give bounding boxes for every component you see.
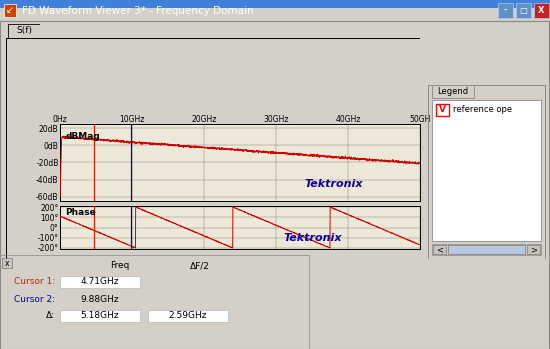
Text: Δ:: Δ: bbox=[46, 312, 55, 320]
Text: -: - bbox=[504, 6, 507, 15]
Text: X: X bbox=[538, 6, 544, 15]
Text: Cursor 1:: Cursor 1: bbox=[14, 277, 55, 287]
Bar bbox=[60, 310, 140, 322]
Bar bbox=[2, 258, 12, 268]
Text: x: x bbox=[5, 259, 9, 267]
Bar bbox=[60, 276, 140, 288]
Bar bbox=[148, 310, 228, 322]
Text: V: V bbox=[439, 105, 446, 114]
Bar bbox=[436, 104, 449, 116]
Text: 9.88GHz: 9.88GHz bbox=[81, 296, 119, 304]
Text: FD Waveform Viewer 3* - Frequency Domain: FD Waveform Viewer 3* - Frequency Domain bbox=[22, 6, 254, 15]
Text: 5.18GHz: 5.18GHz bbox=[81, 312, 119, 320]
Text: □: □ bbox=[520, 6, 527, 15]
Text: 2.59GHz: 2.59GHz bbox=[169, 312, 207, 320]
Bar bbox=[432, 85, 474, 98]
Text: reference ope: reference ope bbox=[453, 105, 512, 114]
Bar bbox=[432, 100, 541, 241]
Text: Freq: Freq bbox=[111, 261, 130, 270]
Bar bbox=[527, 245, 540, 254]
Bar bbox=[516, 3, 531, 18]
Bar bbox=[448, 245, 525, 254]
Text: Phase: Phase bbox=[65, 208, 96, 217]
Bar bbox=[498, 3, 513, 18]
Text: 40GHz: 40GHz bbox=[336, 115, 361, 124]
Text: <: < bbox=[436, 245, 443, 254]
Bar bbox=[432, 244, 541, 255]
Text: Tektronix: Tektronix bbox=[305, 179, 364, 189]
Bar bbox=[433, 245, 446, 254]
Text: ΔF/2: ΔF/2 bbox=[190, 261, 210, 270]
Text: Cursor 2:: Cursor 2: bbox=[14, 296, 55, 304]
Text: 20GHz: 20GHz bbox=[191, 115, 217, 124]
Text: 50GH: 50GH bbox=[409, 115, 431, 124]
Text: 4.71GHz: 4.71GHz bbox=[81, 277, 119, 287]
Bar bbox=[0, 0, 550, 8]
Text: S(f): S(f) bbox=[16, 27, 32, 36]
Text: Tektronix: Tektronix bbox=[283, 233, 342, 243]
Text: dBMag: dBMag bbox=[65, 132, 100, 141]
Text: 10GHz: 10GHz bbox=[119, 115, 145, 124]
Text: 0Hz: 0Hz bbox=[53, 115, 67, 124]
Text: >: > bbox=[530, 245, 537, 254]
Text: 30GHz: 30GHz bbox=[263, 115, 289, 124]
Bar bbox=[4, 4, 16, 17]
Text: Legend: Legend bbox=[437, 87, 469, 96]
Text: ↙: ↙ bbox=[6, 6, 14, 15]
Bar bbox=[534, 3, 549, 18]
